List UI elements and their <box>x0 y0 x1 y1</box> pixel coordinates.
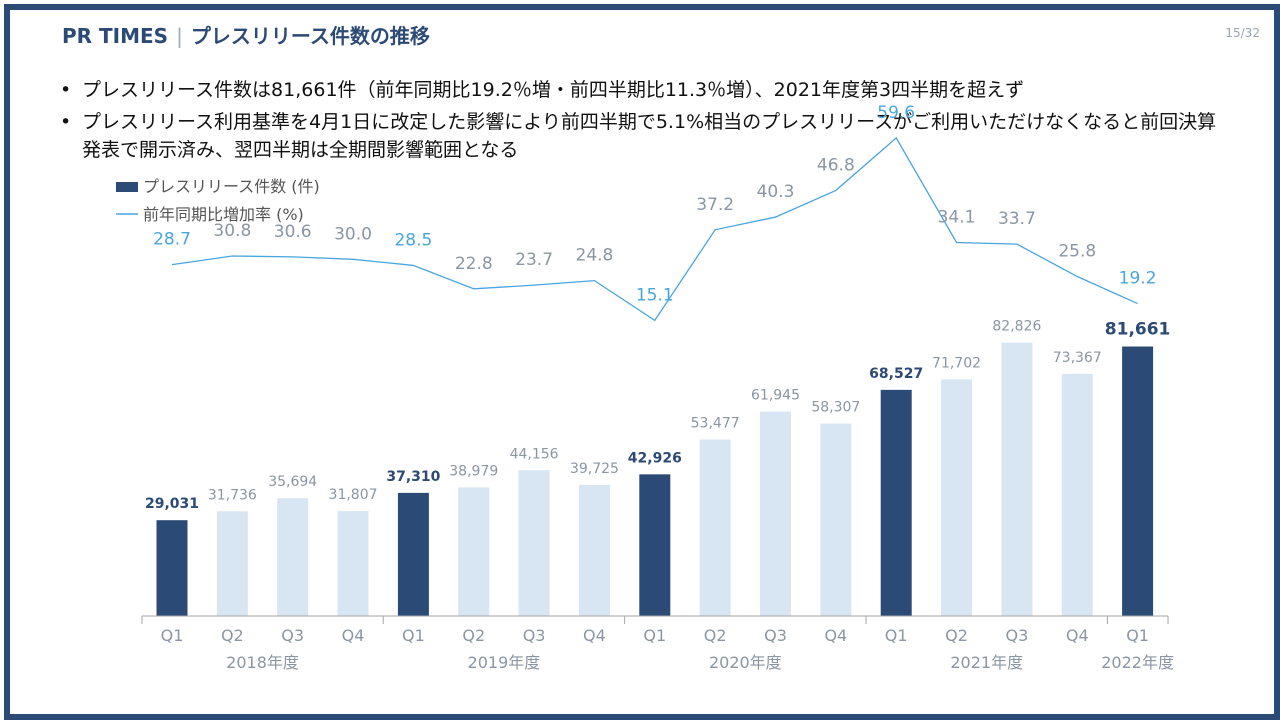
rate-value-label: 34.1 <box>938 207 976 227</box>
bar <box>699 439 731 616</box>
x-tick-label: Q1 <box>161 626 184 645</box>
x-tick-label: Q1 <box>1126 626 1149 645</box>
bar <box>1001 342 1033 616</box>
bar-value-label: 35,694 <box>268 474 317 490</box>
year-group-label: 2018年度 <box>226 653 299 672</box>
rate-value-label: 30.0 <box>334 224 372 244</box>
year-group-label: 2020年度 <box>709 653 782 672</box>
bar <box>337 511 369 616</box>
x-tick-label: Q3 <box>281 626 304 645</box>
x-tick-label: Q1 <box>402 626 425 645</box>
rate-value-label: 19.2 <box>1119 269 1157 289</box>
bar-value-label: 71,702 <box>932 355 981 371</box>
bullet-item: プレスリリース利用基準を4月1日に改定した影響により前四半期で5.1%相当のプレ… <box>58 108 1218 164</box>
chart-legend: プレスリリース件数 (件) 前年同期比増加率 (%) <box>116 177 320 224</box>
x-tick-label: Q2 <box>945 626 968 645</box>
x-axis: Q1 Q2 Q3 Q4 Q1 Q2 Q3 Q4 Q1 Q2 Q3 Q4 Q1 Q2 Q3 Q4 Q1 2018年度… <box>141 615 1174 672</box>
rate-value-label: 30.8 <box>213 221 251 241</box>
rate-value-label: 46.8 <box>817 155 855 175</box>
bar-value-label: 82,826 <box>992 319 1041 335</box>
legend-line-label: 前年同期比増加率 (%) <box>143 205 304 224</box>
rate-value-label: 37.2 <box>696 195 734 215</box>
rate-value-label: 22.8 <box>455 254 493 274</box>
bar <box>760 411 791 616</box>
bar <box>216 511 248 616</box>
bar <box>458 487 490 616</box>
x-tick-label: Q4 <box>583 626 606 645</box>
rate-value-label: 24.8 <box>576 246 614 266</box>
bar-value-label: 29,031 <box>145 496 199 512</box>
x-tick-label: Q1 <box>643 626 666 645</box>
bullet-list: プレスリリース件数は81,661件（前年同期比19.2％増・前四半期比11.3％… <box>58 76 1218 168</box>
legend-bar-label: プレスリリース件数 (件) <box>143 177 320 196</box>
line-series: 28.7 30.8 30.6 30.0 28.5 22.8 23.7 24.8 15.1 37.2… <box>153 103 1157 322</box>
page-title: プレスリリース件数の推移 <box>190 24 430 48</box>
bar-value-label: 31,736 <box>208 487 257 503</box>
bar <box>518 470 550 616</box>
x-tick-label: Q2 <box>221 626 244 645</box>
x-tick-label: Q1 <box>885 626 908 645</box>
x-tick-label: Q3 <box>1006 626 1029 645</box>
bar-value-label: 31,807 <box>329 487 378 503</box>
page-number: 15/32 <box>1225 26 1260 40</box>
rate-value-label: 15.1 <box>636 285 674 305</box>
year-group-label: 2022年度 <box>1101 653 1174 672</box>
brand-name: PR TIMES <box>62 24 169 48</box>
bar-value-label: 38,979 <box>449 463 498 479</box>
header-separator: | <box>176 24 183 48</box>
x-tick-label: Q4 <box>342 626 365 645</box>
rate-value-label: 40.3 <box>757 182 795 202</box>
rate-value-label: 23.7 <box>515 250 553 270</box>
rate-value-label: 30.6 <box>274 222 312 242</box>
page-header: PR TIMES | プレスリリース件数の推移 <box>62 20 430 49</box>
year-group-label: 2019年度 <box>468 653 541 672</box>
x-tick-label: Q3 <box>764 626 787 645</box>
x-tick-label: Q2 <box>462 626 485 645</box>
bar-value-label: 68,527 <box>869 366 923 382</box>
rate-value-label: 25.8 <box>1058 242 1096 262</box>
bullet-item: プレスリリース件数は81,661件（前年同期比19.2％増・前四半期比11.3％… <box>58 76 1218 104</box>
x-tick-label: Q4 <box>1066 626 1089 645</box>
bar <box>941 379 973 616</box>
bar-value-label: 58,307 <box>811 400 860 416</box>
bar <box>820 423 852 616</box>
year-group-label: 2021年度 <box>950 653 1023 672</box>
slide-frame <box>4 4 1280 720</box>
rate-value-label: 28.5 <box>394 230 432 250</box>
x-tick-label: Q3 <box>523 626 546 645</box>
bar-value-label: 61,945 <box>751 388 800 404</box>
bar-value-label: 81,661 <box>1105 320 1171 340</box>
growth-rate-line <box>171 136 1138 322</box>
legend-bar-swatch <box>116 182 138 192</box>
bar-value-label: 44,156 <box>510 446 559 462</box>
rate-value-label: 28.7 <box>153 230 191 250</box>
bar-value-label: 39,725 <box>570 461 619 477</box>
bar-value-label: 73,367 <box>1053 350 1102 366</box>
bar <box>578 484 610 616</box>
bar <box>397 492 429 616</box>
bar <box>1061 373 1093 616</box>
bar-value-label: 53,477 <box>691 416 740 432</box>
bar <box>277 498 309 616</box>
bar-value-label: 37,310 <box>386 469 440 485</box>
rate-value-label: 59.6 <box>877 103 915 123</box>
bar-value-label: 42,926 <box>628 450 682 466</box>
x-tick-label: Q4 <box>824 626 847 645</box>
bar-series: 29,031 31,736 35,694 31,807 37,310 38,979 44,1… <box>145 319 1170 616</box>
x-tick-label: Q2 <box>704 626 727 645</box>
bar <box>880 389 912 616</box>
bar <box>156 520 188 616</box>
rate-value-label: 33.7 <box>998 209 1036 229</box>
bar <box>639 474 671 616</box>
bar <box>1122 346 1154 616</box>
